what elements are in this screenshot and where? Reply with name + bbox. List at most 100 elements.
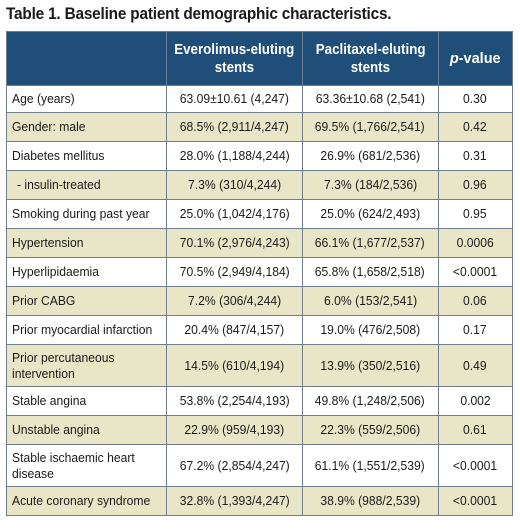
paclitaxel-value: 61.1% (1,551/2,539)	[315, 457, 426, 473]
header-p-italic: p	[449, 50, 459, 67]
row-label-cell: Age (years)	[6, 85, 167, 113]
everolimus-value-cell: 67.2% (2,854/4,247)	[165, 444, 303, 487]
paclitaxel-value: 7.3% (184/2,536)	[323, 177, 417, 192]
row-label-cell: Diabetes mellitus	[6, 141, 167, 171]
p-value: 0.17	[463, 322, 488, 337]
paclitaxel-value-cell: 6.0% (153/2,541)	[301, 286, 439, 316]
row-label-cell: Prior CABG	[6, 286, 167, 316]
p-value: 0.06	[463, 293, 488, 308]
row-label-cell: Hypertension	[6, 228, 167, 258]
p-value-cell: 0.49	[437, 344, 514, 387]
paclitaxel-value: 26.9% (681/2,536)	[320, 148, 421, 163]
table-header-row: Everolimus-eluting stents Paclitaxel-elu…	[6, 31, 514, 86]
p-value: 0.30	[463, 91, 488, 106]
table-row: Smoking during past year 25.0% (1,042/4,1…	[6, 199, 514, 229]
paclitaxel-value-cell: 7.3% (184/2,536)	[301, 170, 439, 200]
everolimus-value: 28.0% (1,188/4,244)	[179, 148, 290, 163]
row-label-cell: Stable ischaemic heart disease	[6, 444, 167, 487]
row-label: Stable angina	[12, 393, 87, 408]
table-row: Diabetes mellitus 28.0% (1,188/4,244) 26.9…	[6, 141, 514, 171]
p-value-cell: <0.0001	[437, 486, 514, 516]
row-label: Acute coronary syndrome	[12, 493, 151, 508]
row-label: Smoking during past year	[12, 206, 150, 221]
everolimus-value: 25.0% (1,042/4,176)	[179, 206, 290, 221]
table-row: - insulin-treated 7.3% (310/4,244) 7.3% (1…	[6, 170, 514, 200]
header-everolimus: Everolimus-eluting stents	[165, 31, 303, 86]
row-label-cell: Smoking during past year	[6, 199, 167, 229]
row-label-cell: Unstable angina	[6, 415, 167, 445]
header-everolimus-line1: Everolimus-eluting	[174, 41, 295, 58]
p-value-cell: 0.96	[437, 170, 514, 200]
p-value-cell: 0.17	[437, 315, 514, 345]
paclitaxel-value: 38.9% (988/2,539)	[320, 493, 421, 508]
p-value-cell: 0.42	[437, 112, 514, 142]
paclitaxel-value: 63.36±10.68 (2,541)	[315, 91, 425, 106]
everolimus-value: 14.5% (610/4,194)	[184, 357, 285, 373]
paclitaxel-value-cell: 25.0% (624/2,493)	[301, 199, 439, 229]
row-label-cell: Prior myocardial infarction	[6, 315, 167, 345]
p-value: <0.0001	[453, 457, 498, 473]
p-value: <0.0001	[453, 264, 498, 279]
paclitaxel-value: 25.0% (624/2,493)	[320, 206, 421, 221]
paclitaxel-value: 69.5% (1,766/2,541)	[315, 119, 426, 134]
everolimus-value-cell: 63.09±10.61 (4,247)	[165, 85, 303, 113]
row-label: Diabetes mellitus	[12, 148, 105, 163]
paclitaxel-value-cell: 49.8% (1,248/2,506)	[301, 386, 439, 416]
paclitaxel-value-cell: 26.9% (681/2,536)	[301, 141, 439, 171]
p-value: 0.42	[463, 119, 488, 134]
table-row: Prior myocardial infarction 20.4% (847/4,…	[6, 315, 514, 345]
paclitaxel-value-cell: 22.3% (559/2,506)	[301, 415, 439, 445]
paclitaxel-value-cell: 13.9% (350/2,516)	[301, 344, 439, 387]
table-row: Stable angina 53.8% (2,254/4,193) 49.8% (1…	[6, 386, 514, 416]
p-value: 0.96	[463, 177, 488, 192]
row-label: Hypertension	[12, 235, 84, 250]
p-value-cell: <0.0001	[437, 444, 514, 487]
paclitaxel-value-cell: 69.5% (1,766/2,541)	[301, 112, 439, 142]
paclitaxel-value: 6.0% (153/2,541)	[323, 293, 417, 308]
everolimus-value-cell: 68.5% (2,911/4,247)	[165, 112, 303, 142]
p-value-cell: 0.0006	[437, 228, 514, 258]
p-value-cell: 0.95	[437, 199, 514, 229]
row-label: Prior CABG	[12, 293, 76, 308]
everolimus-value-cell: 70.5% (2,949/4,184)	[165, 257, 303, 287]
paclitaxel-value: 66.1% (1,677/2,537)	[315, 235, 426, 250]
p-value-cell: 0.06	[437, 286, 514, 316]
row-label-cell: Prior percutaneous intervention	[6, 344, 167, 387]
header-p-rest: -value	[458, 50, 501, 67]
table-row: Stable ischaemic heart disease 67.2% (2,85…	[6, 444, 514, 487]
p-value-cell: 0.31	[437, 141, 514, 171]
everolimus-value: 68.5% (2,911/4,247)	[179, 119, 289, 134]
row-label: Gender: male	[12, 119, 86, 134]
row-label: Stable ischaemic heart	[12, 449, 135, 465]
paclitaxel-value: 49.8% (1,248/2,506)	[315, 393, 426, 408]
everolimus-value-cell: 70.1% (2,976/4,243)	[165, 228, 303, 258]
everolimus-value-cell: 53.8% (2,254/4,193)	[165, 386, 303, 416]
everolimus-value: 32.8% (1,393/4,247)	[179, 493, 290, 508]
row-label-cell: Acute coronary syndrome	[6, 486, 167, 516]
row-label-line2: intervention	[12, 365, 75, 381]
paclitaxel-value: 13.9% (350/2,516)	[320, 357, 421, 373]
paclitaxel-value-cell: 19.0% (476/2,508)	[301, 315, 439, 345]
everolimus-value: 70.5% (2,949/4,184)	[179, 264, 290, 279]
everolimus-value-cell: 32.8% (1,393/4,247)	[165, 486, 303, 516]
everolimus-value: 53.8% (2,254/4,193)	[179, 393, 290, 408]
demographics-table: Everolimus-eluting stents Paclitaxel-elu…	[6, 31, 514, 516]
paclitaxel-value-cell: 38.9% (988/2,539)	[301, 486, 439, 516]
paclitaxel-value-cell: 65.8% (1,658/2,518)	[301, 257, 439, 287]
row-label: - insulin-treated	[17, 177, 101, 192]
row-label: Prior myocardial infarction	[12, 322, 153, 337]
everolimus-value-cell: 14.5% (610/4,194)	[165, 344, 303, 387]
everolimus-value: 67.2% (2,854/4,247)	[179, 457, 290, 473]
table-row: Age (years) 63.09±10.61 (4,247) 63.36±10.6…	[6, 85, 514, 113]
paclitaxel-value: 19.0% (476/2,508)	[320, 322, 421, 337]
header-paclitaxel: Paclitaxel-eluting stents	[301, 31, 439, 86]
table-row: Hyperlipidaemia 70.5% (2,949/4,184) 65.8% …	[6, 257, 514, 287]
everolimus-value-cell: 25.0% (1,042/4,176)	[165, 199, 303, 229]
everolimus-value-cell: 22.9% (959/4,193)	[165, 415, 303, 445]
row-label: Age (years)	[12, 91, 75, 106]
p-value-cell: 0.002	[437, 386, 514, 416]
table-row: Gender: male 68.5% (2,911/4,247) 69.5% (1,…	[6, 112, 514, 142]
everolimus-value-cell: 28.0% (1,188/4,244)	[165, 141, 303, 171]
row-label: Hyperlipidaemia	[12, 264, 99, 279]
p-value-cell: <0.0001	[437, 257, 514, 287]
